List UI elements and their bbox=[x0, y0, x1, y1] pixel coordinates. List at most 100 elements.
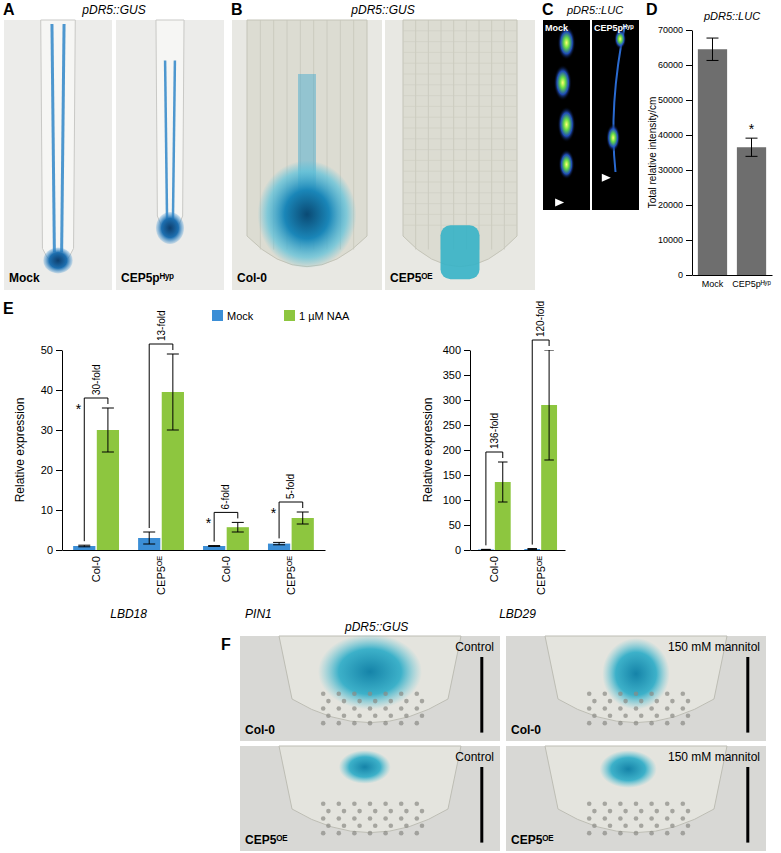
gus-stain bbox=[318, 634, 422, 710]
y-tick-mark bbox=[686, 205, 692, 206]
y-tick-label: 300 bbox=[443, 394, 461, 406]
y-tick-mark bbox=[686, 100, 692, 101]
statolith bbox=[592, 809, 597, 814]
image-caption: CEP5pᴴʸᵖ bbox=[594, 23, 634, 33]
cell-wall bbox=[453, 20, 454, 250]
statolith bbox=[352, 831, 357, 836]
bar bbox=[73, 546, 95, 550]
statolith bbox=[587, 706, 592, 711]
error-cap bbox=[102, 452, 114, 453]
cell-wall bbox=[428, 20, 429, 250]
statolith bbox=[342, 824, 347, 829]
x-axis: MockCEP5pᴴʸᵖ bbox=[693, 275, 773, 289]
statolith bbox=[352, 721, 357, 726]
statolith bbox=[623, 824, 628, 829]
statolith bbox=[337, 801, 342, 806]
bar bbox=[478, 549, 494, 550]
error-bar bbox=[143, 532, 155, 544]
error-cap bbox=[481, 549, 491, 550]
fold-change: 5-fold bbox=[285, 474, 296, 499]
micrograph bbox=[506, 746, 766, 851]
statolith bbox=[373, 809, 378, 814]
statolith bbox=[399, 721, 404, 726]
statolith bbox=[603, 801, 608, 806]
cell-wall bbox=[403, 41, 517, 42]
statolith bbox=[420, 699, 425, 704]
image-caption: CEP5ᴼᴱ bbox=[390, 271, 433, 285]
y-tick-mark bbox=[686, 135, 692, 136]
statolith bbox=[415, 721, 420, 726]
image-caption: Col-0 bbox=[237, 271, 267, 285]
statolith bbox=[321, 721, 326, 726]
y-tick: 50000 bbox=[658, 95, 692, 105]
statolith bbox=[373, 714, 378, 719]
statolith bbox=[686, 714, 691, 719]
statolith bbox=[342, 714, 347, 719]
error-bar bbox=[481, 549, 491, 550]
statolith bbox=[337, 691, 342, 696]
y-tick-label: 10000 bbox=[658, 235, 683, 245]
statolith bbox=[681, 691, 686, 696]
y-tick-mark bbox=[464, 500, 470, 501]
statolith bbox=[649, 831, 654, 836]
statolith bbox=[649, 706, 654, 711]
error-cap bbox=[273, 542, 285, 543]
statolith bbox=[326, 714, 331, 719]
scale-bar bbox=[746, 767, 749, 843]
x-group-label: PIN1 bbox=[245, 607, 272, 621]
statolith bbox=[420, 714, 425, 719]
y-tick-mark bbox=[464, 475, 470, 476]
x-axis-line bbox=[471, 550, 566, 551]
statolith bbox=[608, 824, 613, 829]
annotations: 30-fold*13-fold6-fold*5-fold* bbox=[76, 310, 303, 541]
statolith bbox=[399, 831, 404, 836]
statolith bbox=[681, 816, 686, 821]
error-cap bbox=[78, 546, 90, 547]
panel-label: B bbox=[231, 1, 243, 18]
y-tick: 20 bbox=[41, 464, 62, 476]
y-axis-line bbox=[470, 351, 471, 551]
statolith bbox=[634, 816, 639, 821]
error-cap bbox=[498, 502, 508, 503]
x-axis: Col-0CEP5ᴼᴱ bbox=[471, 550, 566, 595]
statolith bbox=[608, 699, 613, 704]
fold-change: 6-fold bbox=[220, 484, 231, 509]
x-tick-label: Col-0 bbox=[488, 556, 500, 582]
error-cap bbox=[232, 532, 244, 533]
statolith bbox=[681, 706, 686, 711]
statolith bbox=[587, 691, 592, 696]
statolith bbox=[352, 706, 357, 711]
statolith bbox=[634, 691, 639, 696]
y-tick-label: 30 bbox=[41, 424, 53, 436]
statolith bbox=[368, 706, 373, 711]
y-axis: 010000200003000040000500006000070000 bbox=[658, 25, 693, 280]
scale-bar bbox=[480, 767, 483, 843]
statolith bbox=[665, 831, 670, 836]
y-tick-label: 70000 bbox=[658, 25, 683, 35]
statolith bbox=[618, 721, 623, 726]
y-tick-label: 100 bbox=[443, 494, 461, 506]
statolith bbox=[587, 801, 592, 806]
statolith bbox=[404, 714, 409, 719]
statolith bbox=[639, 824, 644, 829]
y-tick-label: 0 bbox=[47, 544, 53, 556]
statolith bbox=[357, 824, 362, 829]
image-caption: Control bbox=[455, 750, 494, 764]
bar bbox=[203, 546, 225, 550]
x-tick: Col-0 bbox=[220, 550, 232, 582]
legend-label: 1 µM NAA bbox=[299, 310, 350, 322]
statolith bbox=[321, 801, 326, 806]
legend-label: Mock bbox=[227, 310, 254, 322]
fold-change: 120-fold bbox=[535, 301, 546, 337]
statolith bbox=[337, 706, 342, 711]
error-bar bbox=[297, 512, 309, 524]
error-cap bbox=[167, 354, 179, 355]
statolith bbox=[649, 691, 654, 696]
y-tick: 0 bbox=[455, 544, 470, 556]
image-caption: CEP5ᴼᴱ bbox=[245, 833, 288, 847]
y-tick-mark bbox=[464, 350, 470, 351]
error-whisker bbox=[302, 512, 303, 524]
y-axis-line bbox=[692, 31, 693, 276]
x-tick-label: CEP5ᴼᴱ bbox=[285, 556, 297, 595]
panel-title: pDR5::LUC bbox=[566, 4, 623, 16]
